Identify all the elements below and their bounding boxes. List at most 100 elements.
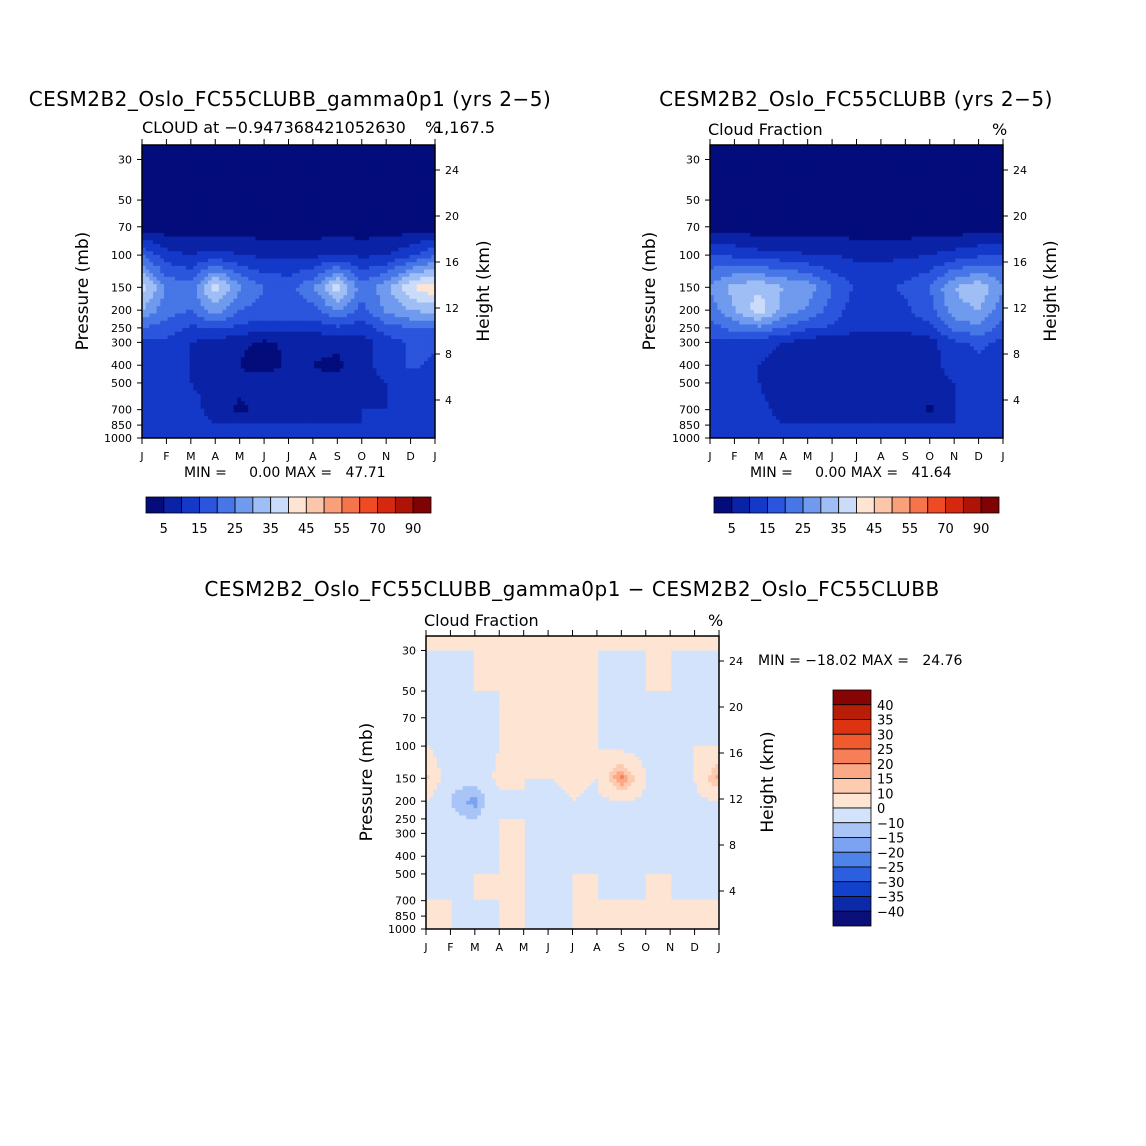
heat-cell [336,196,341,201]
heat-cell [431,232,435,238]
heat-cell [314,306,319,311]
heat-cell [336,218,341,223]
heat-cell [200,243,205,249]
heat-cell [321,210,326,216]
heat-cell [288,214,293,219]
heat-cell [182,287,187,293]
heat-cell [420,361,425,366]
heat-cell [310,309,315,315]
heat-cell [266,243,271,249]
heat-cell [339,155,345,161]
heat-cell [237,265,242,271]
heat-cell [325,306,330,311]
heat-cell [354,203,359,208]
heat-cell [306,269,312,274]
heat-cell [321,313,326,318]
heat-cell [273,181,279,186]
heat-cell [358,163,363,168]
heat-cell [196,240,202,245]
heat-cell [237,317,242,322]
heat-cell [339,203,345,208]
heat-cell [354,298,359,304]
heat-cell [185,287,191,293]
heat-cell [163,364,169,370]
heat-cell [171,331,176,337]
heat-cell [347,357,352,362]
heat-cell [405,170,410,175]
heat-cell [413,357,418,362]
heat-cell [211,163,216,168]
heat-cell [262,273,268,278]
heat-cell [193,152,198,157]
heat-cell [182,364,187,370]
heat-cell [196,372,202,377]
heat-cell [321,148,326,153]
heat-cell [189,368,194,373]
heat-cell [394,276,399,282]
heat-cell [306,254,312,260]
heat-cell [343,306,348,311]
heat-cell [332,276,337,282]
heat-cell [204,258,209,263]
heat-cell [284,331,290,337]
heat-cell [431,295,435,300]
heat-cell [142,229,147,234]
heat-cell [152,210,158,216]
heat-cell [262,302,268,307]
heat-cell [189,199,194,205]
heat-cell [226,291,231,296]
heat-cell [361,331,367,337]
heat-cell [259,232,264,238]
heat-cell [222,258,227,263]
heat-cell [387,163,392,168]
heat-cell [248,177,253,183]
heat-cell [369,214,374,219]
heat-cell [156,309,161,315]
heat-cell [167,159,172,164]
heat-cell [211,368,216,373]
heat-cell [376,254,381,260]
heat-cell [178,229,183,234]
heat-cell [347,350,352,355]
heat-cell [273,320,279,326]
heat-cell [229,328,235,333]
heat-cell [178,280,183,285]
heat-cell [171,199,176,205]
heat-cell [174,243,180,249]
heat-cell [240,174,246,179]
heat-cell [347,368,352,373]
heat-cell [174,221,180,227]
heat-cell [226,328,231,333]
heat-cell [244,276,249,282]
heat-cell [431,207,435,212]
heat-cell [369,331,374,337]
heat-cell [152,324,158,329]
heat-cell [387,276,392,282]
heat-cell [266,262,271,267]
heat-cell [336,207,341,212]
heat-cell [167,295,172,300]
heat-cell [402,170,407,175]
heat-cell [145,221,150,227]
heat-cell [255,145,260,150]
heat-cell [215,309,220,315]
heat-cell [339,214,345,219]
heat-cell [332,210,337,216]
heat-cell [262,232,268,238]
heat-cell [358,199,363,205]
heat-cell [193,232,198,238]
heat-cell [409,163,414,168]
heat-cell [398,265,403,271]
heat-cell [394,218,399,223]
heat-cell [211,273,216,278]
heat-cell [310,280,315,285]
heat-cell [321,273,326,278]
heat-cell [167,258,172,263]
heat-cell [222,291,227,296]
heat-cell [281,342,286,348]
heat-cell [233,145,238,150]
heat-cell [270,309,275,315]
heat-cell [152,251,158,256]
heat-cell [270,188,275,194]
heat-cell [270,218,275,223]
